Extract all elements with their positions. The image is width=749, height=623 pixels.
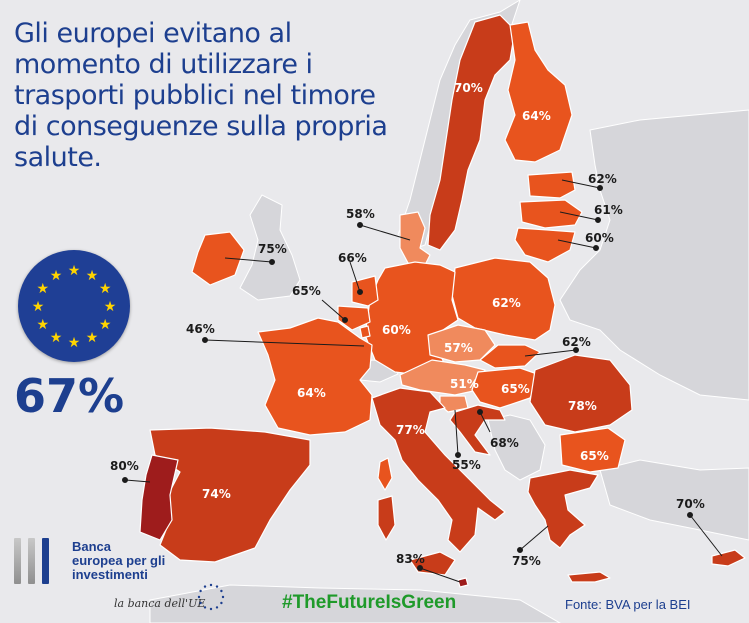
flag-star-icon: ★ xyxy=(49,266,63,283)
great-britain xyxy=(239,194,301,301)
flag-star-icon: ★ xyxy=(36,316,50,332)
flag-star-icon: ★ xyxy=(85,266,99,283)
flag-star-icon: ★ xyxy=(85,329,99,346)
country-denmark xyxy=(399,211,431,266)
country-finland xyxy=(504,21,573,163)
flag-star-icon: ★ xyxy=(98,316,112,332)
label-netherlands: 66% xyxy=(338,251,367,265)
country-hungary xyxy=(471,367,541,409)
label-france: 64% xyxy=(297,386,326,400)
label-greece: 75% xyxy=(512,554,541,568)
country-sardinia xyxy=(377,495,396,541)
country-italy xyxy=(371,387,506,553)
country-cyprus xyxy=(711,549,746,567)
label-belgium: 65% xyxy=(292,284,321,298)
label-estonia: 62% xyxy=(588,172,617,186)
flag-star-icon: ★ xyxy=(98,280,112,296)
label-austria: 51% xyxy=(450,377,479,391)
label-malta: 83% xyxy=(396,552,425,566)
bank-tagline: la banca dell'UE xyxy=(114,597,206,610)
label-denmark: 58% xyxy=(346,207,375,221)
label-luxembourg: 46% xyxy=(186,322,215,336)
country-belgium xyxy=(337,305,371,331)
label-portugal: 80% xyxy=(110,459,139,473)
eu-average-value: 67% xyxy=(14,369,125,423)
country-lithuania xyxy=(514,227,576,263)
country-corsica xyxy=(377,457,393,491)
non-eu-land xyxy=(149,0,749,623)
label-ireland: 75% xyxy=(258,242,287,256)
country-ireland xyxy=(191,231,245,286)
country-greece xyxy=(527,469,599,549)
label-latvia: 61% xyxy=(594,203,623,217)
country-luxembourg xyxy=(359,325,371,339)
label-romania: 78% xyxy=(568,399,597,413)
eu-flag-icon: ★ ★ ★ ★ ★ ★ ★ ★ ★ ★ ★ ★ xyxy=(18,250,130,362)
bank-name-line3: investimenti xyxy=(72,567,148,582)
flag-star-icon: ★ xyxy=(103,298,117,314)
label-slovakia: 62% xyxy=(562,335,591,349)
label-italy: 77% xyxy=(396,423,425,437)
leader-lines xyxy=(122,179,723,583)
label-sweden: 70% xyxy=(454,81,483,95)
label-lithuania: 60% xyxy=(585,231,614,245)
label-slovenia: 55% xyxy=(452,458,481,472)
bank-name: Banca europea per gli investimenti xyxy=(72,540,165,582)
country-france xyxy=(257,317,373,436)
label-czechia: 57% xyxy=(444,341,473,355)
country-labels: 70% 64% 62% 61% 60% 58% 75% 66% 65% 46% … xyxy=(110,81,705,568)
label-croatia: 68% xyxy=(490,436,519,450)
label-cyprus: 70% xyxy=(676,497,705,511)
country-portugal xyxy=(139,454,179,541)
country-slovakia xyxy=(479,344,541,369)
eu-stars-icon xyxy=(197,583,225,611)
flag-star-icon: ★ xyxy=(67,334,81,350)
country-poland xyxy=(451,257,556,341)
russia-belarus-ukraine xyxy=(559,109,749,401)
flag-star-icon: ★ xyxy=(49,329,63,346)
label-finland: 64% xyxy=(522,109,551,123)
label-germany: 60% xyxy=(382,323,411,337)
country-romania xyxy=(529,354,633,433)
balkans xyxy=(487,414,546,481)
flag-star-icon: ★ xyxy=(31,298,45,314)
country-estonia xyxy=(527,171,576,199)
label-poland: 62% xyxy=(492,296,521,310)
country-spain xyxy=(149,427,311,563)
country-czechia xyxy=(427,324,496,363)
label-hungary: 65% xyxy=(501,382,530,396)
hashtag: #TheFutureIsGreen xyxy=(282,592,457,613)
turkey xyxy=(599,459,749,541)
country-malta xyxy=(457,577,469,588)
eu-countries xyxy=(139,14,746,588)
label-spain: 74% xyxy=(202,487,231,501)
eib-logo-icon xyxy=(14,538,62,584)
country-latvia xyxy=(519,199,583,229)
country-bulgaria xyxy=(559,427,626,473)
country-crete xyxy=(567,571,611,583)
flag-star-icon: ★ xyxy=(36,280,50,296)
country-netherlands xyxy=(351,275,379,307)
source-note: Fonte: BVA per la BEI xyxy=(565,597,691,612)
map-title: Gli europei evitano al momento di utiliz… xyxy=(14,18,388,173)
bank-name-line2: europea per gli xyxy=(72,553,166,568)
flag-star-icon: ★ xyxy=(67,262,81,278)
label-bulgaria: 65% xyxy=(580,449,609,463)
country-sweden xyxy=(427,14,516,251)
bank-name-line1: Banca xyxy=(72,539,112,554)
north-africa xyxy=(149,584,562,623)
